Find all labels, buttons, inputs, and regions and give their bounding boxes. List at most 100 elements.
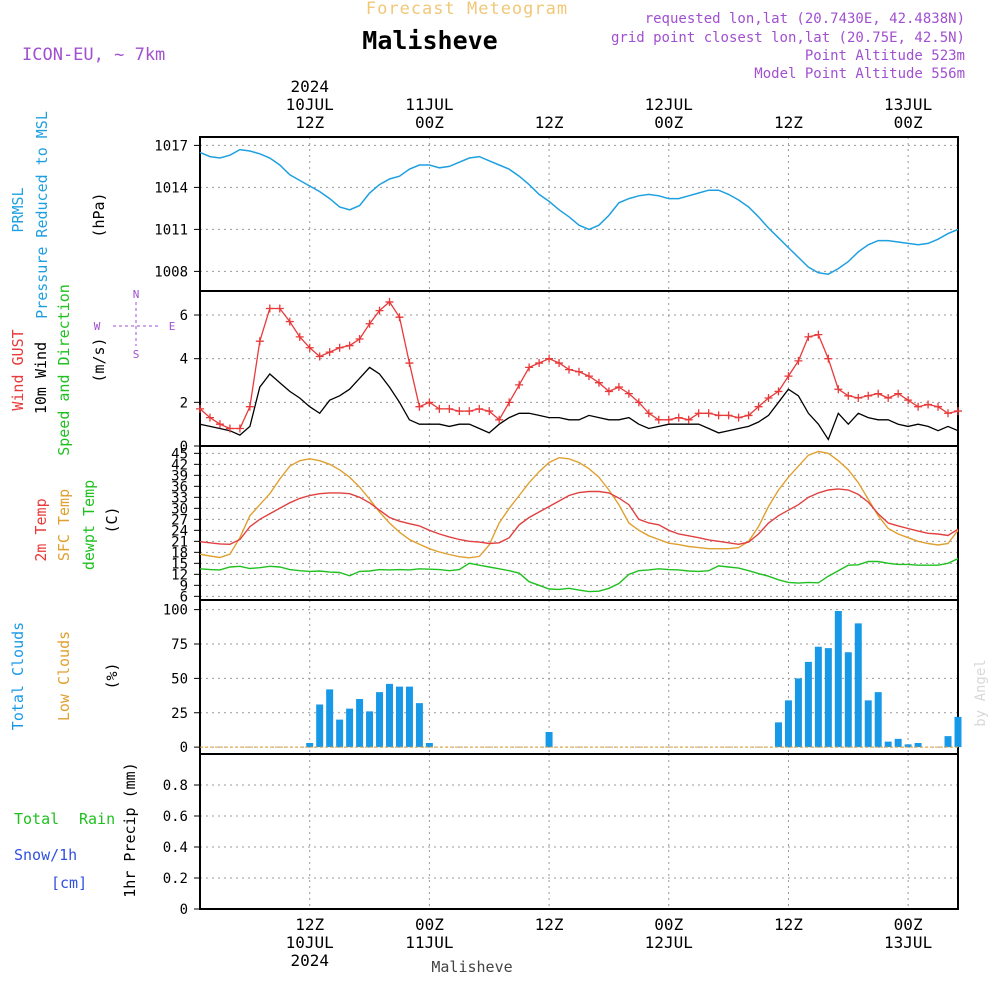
pressure-unit-label: (hPa) <box>90 192 108 237</box>
gust-marker <box>954 407 962 416</box>
total-label: Total <box>14 810 59 828</box>
y-axis-ticks: 1008101110141017024669121518212427303336… <box>154 138 200 918</box>
y-tick-label: 2 <box>180 395 188 411</box>
gust-marker <box>694 409 703 418</box>
gust-marker <box>714 411 723 420</box>
gust-marker <box>864 391 873 400</box>
cloud-bar <box>425 743 433 748</box>
gust-marker <box>944 409 953 418</box>
gust-marker <box>405 359 414 368</box>
gust-marker <box>624 389 633 398</box>
y-tick-label: 0 <box>180 439 188 455</box>
sfc-temp-line <box>199 450 959 559</box>
gust-marker <box>265 304 274 313</box>
cloud-bar <box>854 623 862 748</box>
series-layer <box>196 148 962 910</box>
cloud-bar <box>356 699 364 748</box>
compass-e: E <box>169 320 176 333</box>
gust-marker <box>664 415 673 424</box>
gust-marker <box>305 343 314 352</box>
gust-marker <box>914 402 923 411</box>
gust-marker <box>784 372 793 381</box>
gust-marker <box>285 317 294 326</box>
cloud-bar <box>784 700 792 748</box>
point-altitude: Point Altitude 523m <box>805 48 965 64</box>
cloud-bar <box>376 692 384 748</box>
panel-frames <box>199 136 959 910</box>
gust-marker <box>196 404 204 413</box>
compass-w: W <box>94 320 101 333</box>
y-tick-label: 1017 <box>154 138 188 154</box>
y-tick-label: 24 <box>171 523 188 539</box>
top-time-label: 12Z <box>774 113 803 132</box>
panel-frame-temp <box>199 445 959 601</box>
y-tick-label: 15 <box>171 556 188 572</box>
top-time-label: 10JUL <box>286 95 334 114</box>
gust-marker <box>804 332 813 341</box>
cloud-labels: Total Clouds Low Clouds (%) <box>9 622 121 730</box>
cloud-bar <box>545 732 553 748</box>
y-tick-label: 45 <box>171 446 188 462</box>
cloud-bar <box>804 661 812 748</box>
y-tick-label: 33 <box>171 490 188 506</box>
cloud-bar <box>336 719 344 748</box>
bottom-time-label: 11JUL <box>405 933 453 952</box>
gust-marker <box>824 354 833 363</box>
model-altitude: Model Point Altitude 556m <box>754 66 965 82</box>
y-tick-label: 36 <box>171 479 188 495</box>
bottom-time-label: 00Z <box>894 915 923 934</box>
location-title: Malisheve <box>362 26 497 55</box>
cloud-bar <box>814 646 822 748</box>
gust-marker <box>744 411 753 420</box>
cloud-bar <box>774 722 782 748</box>
bottom-time-label: 12Z <box>295 915 324 934</box>
cloud-bar <box>844 652 852 748</box>
y-tick-label: 0.8 <box>163 778 188 794</box>
wind-unit-label: (m/s) <box>90 337 108 382</box>
compass-s: S <box>133 348 140 361</box>
footer-location: Malisheve <box>431 958 512 976</box>
gust-marker <box>584 372 593 381</box>
cloud-bar <box>326 689 334 748</box>
gust-marker <box>604 387 613 396</box>
top-time-label: 11JUL <box>405 95 453 114</box>
gust-marker <box>844 391 853 400</box>
gust-marker <box>535 359 544 368</box>
gust-marker <box>555 359 564 368</box>
top-time-label: 13JUL <box>884 95 932 114</box>
top-time-label: 00Z <box>415 113 444 132</box>
cloud-bar <box>834 611 842 748</box>
cloud-bar <box>366 711 374 748</box>
temp-2m-line <box>199 488 959 546</box>
gust-marker <box>235 424 244 433</box>
bottom-time-label: 10JUL <box>286 933 334 952</box>
y-tick-label: 18 <box>171 545 188 561</box>
forecast-title: Forecast Meteogram <box>366 0 568 19</box>
y-tick-label: 0.4 <box>163 840 188 856</box>
temp-2m-label: 2m Temp <box>32 498 50 561</box>
gust-marker <box>395 313 404 322</box>
panel-frame-precip <box>199 753 959 910</box>
top-time-label: 00Z <box>654 113 683 132</box>
y-tick-label: 1014 <box>154 180 188 196</box>
y-tick-label: 0.2 <box>163 871 188 887</box>
gust-marker <box>614 383 623 392</box>
wind-10m-label: 10m Wind <box>32 342 50 414</box>
snow-unit-label: [cm] <box>51 874 87 892</box>
wind-labels: Wind GUST 10m Wind Speed and Direction (… <box>9 284 175 456</box>
gust-marker <box>734 413 743 422</box>
y-tick-label: 27 <box>171 512 188 528</box>
gust-marker <box>654 415 663 424</box>
gust-marker <box>934 402 943 411</box>
cloud-bar <box>954 716 962 748</box>
bottom-time-label: 13JUL <box>884 933 932 952</box>
pressure-labels: PRMSL Pressure Reduced to MSL (hPa) <box>9 111 108 319</box>
top-time-label: 12Z <box>535 113 564 132</box>
bottom-time-label: 12JUL <box>645 933 693 952</box>
prmsl-label: PRMSL <box>9 187 27 232</box>
gust-marker <box>644 409 653 418</box>
gust-marker <box>275 304 284 313</box>
y-tick-label: 6 <box>180 589 188 605</box>
